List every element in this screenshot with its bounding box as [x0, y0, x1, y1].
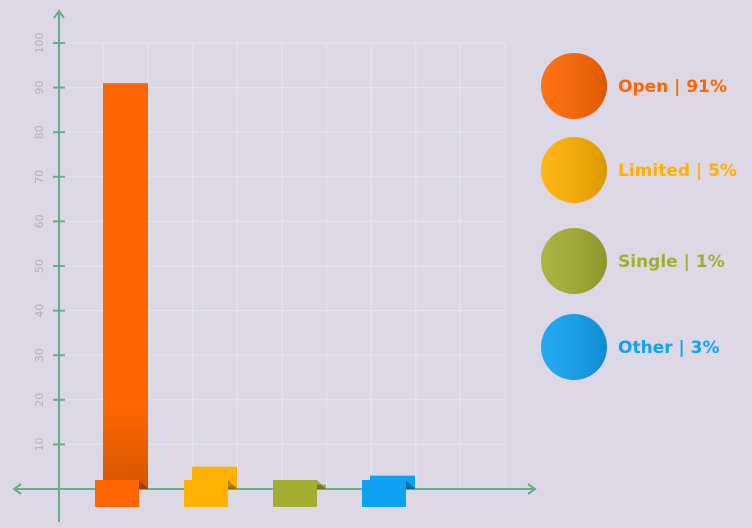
bar-other — [362, 475, 415, 507]
legend-item-single: Single | 1% — [541, 228, 725, 294]
bar-open — [95, 83, 148, 507]
bar-fold-shadow — [139, 480, 148, 489]
legend-swatch-shade — [541, 314, 607, 380]
y-axis-arrow — [53, 9, 65, 19]
legend-swatch-shade — [541, 228, 607, 294]
bar-limited — [184, 466, 237, 507]
y-tick-label: 20 — [33, 393, 46, 407]
legend-label: Open | 91% — [618, 77, 727, 97]
legend-swatch-shade — [541, 53, 607, 119]
bar-single — [273, 480, 326, 507]
y-tick-label: 30 — [33, 348, 46, 362]
y-tick-label: 60 — [33, 214, 46, 228]
legend-item-limited: Limited | 5% — [541, 137, 737, 203]
y-tick-label: 80 — [33, 125, 46, 139]
legend-label: Other | 3% — [618, 338, 720, 358]
bar-fold-shadow — [317, 480, 326, 489]
y-tick-label: 90 — [33, 81, 46, 95]
x-axis-arrow-left — [12, 483, 22, 495]
y-tick-label: 50 — [33, 259, 46, 273]
bar-foot-tab — [362, 480, 406, 507]
legend-item-other: Other | 3% — [541, 314, 720, 380]
x-axis-arrow-right — [527, 483, 537, 495]
bar-fold-shadow — [228, 480, 237, 489]
legend-label: Limited | 5% — [618, 161, 737, 181]
y-tick-label: 40 — [33, 304, 46, 318]
y-tick-label: 100 — [33, 33, 46, 54]
bar-foot-tab — [184, 480, 228, 507]
y-tick-label: 10 — [33, 437, 46, 451]
bar-foot-tab — [95, 480, 139, 507]
bar-foot-tab — [273, 480, 317, 507]
bar-fold-shadow — [406, 480, 415, 489]
legend-label: Single | 1% — [618, 252, 725, 272]
bar-shade — [103, 83, 148, 489]
bars — [95, 83, 415, 507]
legend-swatch-shade — [541, 137, 607, 203]
legend: Open | 91% Limited | 5% Single | 1% Other |… — [541, 53, 737, 380]
legend-item-open: Open | 91% — [541, 53, 727, 119]
axes: 10 20 30 40 50 60 70 80 90 100 — [12, 9, 537, 522]
y-tick-label: 70 — [33, 170, 46, 184]
